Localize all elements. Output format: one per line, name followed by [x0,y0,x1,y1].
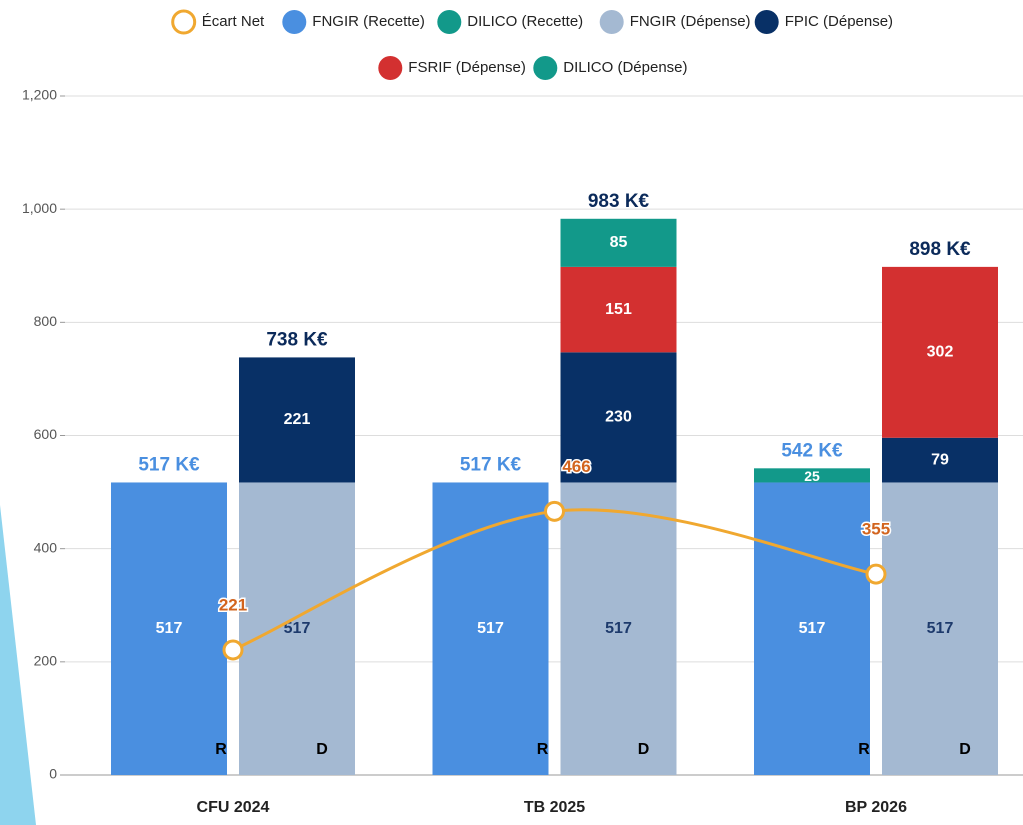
stack-label: R [858,741,870,758]
legend-label: DILICO (Recette) [467,13,583,30]
bar-segment [560,482,677,775]
bar-segment [882,266,998,438]
legend-swatch [437,10,462,34]
stack-label: D [959,741,971,758]
total-label: 738 K€ [266,329,328,350]
bar-segment [560,218,677,267]
total-label: 517 K€ [138,454,200,475]
segment-label: 517 [477,620,504,637]
y-tick-label: 1,200 [22,87,57,103]
x-tick-label: CFU 2024 [197,799,270,816]
bar-segment [882,437,998,483]
total-label: 898 K€ [909,239,971,260]
y-tick-label: 200 [34,653,58,669]
legend-label: Écart Net [202,13,265,30]
line-label: 221 [219,595,247,614]
legend-label: FNGIR (Recette) [312,13,425,30]
y-tick-label: 600 [34,426,58,442]
legend-label: DILICO (Dépense) [563,59,687,76]
segment-label: 25 [804,468,820,484]
line-label: 355 [862,520,890,539]
line-label: 466 [562,457,590,476]
bar-segment [882,482,998,775]
x-tick-label: TB 2025 [524,799,585,816]
y-tick-label: 1,000 [22,200,57,216]
segment-label: 79 [931,451,949,468]
y-tick-label: 0 [49,766,57,782]
line-marker [222,639,244,661]
legend-swatch [282,10,307,34]
line-marker [544,500,565,522]
bar-segment [560,266,677,353]
segment-label: 517 [156,620,183,637]
legend-swatch [533,56,558,80]
legend-label: FPIC (Dépense) [785,13,893,30]
bar-segment [754,482,870,775]
bar-segment [754,468,870,483]
segment-label: 517 [927,620,954,637]
segment-label: 517 [605,620,632,637]
stack-label: R [215,741,227,758]
bar-segment [111,482,227,775]
segment-label: 517 [284,620,311,637]
x-tick-label: BP 2026 [845,799,907,816]
bar-segment [239,482,355,775]
segment-label: 151 [605,301,632,318]
legend-swatch [378,56,403,80]
bar-segment [432,482,549,775]
stack-label: R [537,741,549,758]
total-label: 542 K€ [781,440,843,461]
legend-label: FSRIF (Dépense) [408,59,526,76]
bar-segment [560,352,677,483]
line-marker [865,563,887,585]
stack-label: D [638,741,650,758]
legend-swatch [599,10,624,34]
legend-label: FNGIR (Dépense) [630,13,751,30]
segment-label: 221 [284,411,311,428]
legend-swatch [754,10,779,34]
decoration [0,505,36,825]
y-tick-label: 400 [34,539,58,555]
segment-label: 85 [610,234,628,251]
segment-label: 302 [927,344,954,361]
segment-label: 517 [799,620,826,637]
legend-swatch [171,9,197,35]
y-tick-label: 800 [34,313,58,329]
bar-segment [239,357,355,483]
total-label: 983 K€ [588,191,650,212]
total-label: 517 K€ [460,454,522,475]
stack-label: D [316,741,328,758]
segment-label: 230 [605,409,632,426]
